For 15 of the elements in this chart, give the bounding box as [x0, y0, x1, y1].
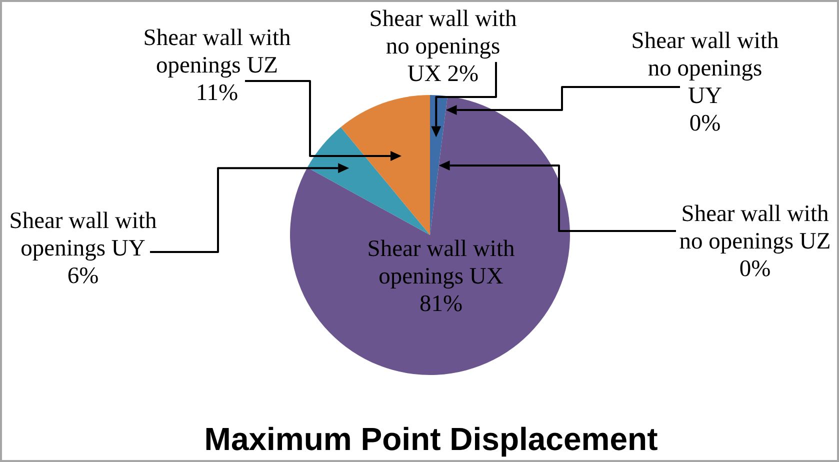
slice-label: Shear wall with openings UY: [9, 208, 157, 262]
pie-slice: [340, 95, 430, 235]
category-label: Shear wall with no openings UY: [631, 28, 779, 109]
slice-label: Shear wall with openings UZ: [143, 25, 291, 78]
pie-slice: [290, 96, 570, 375]
data-label: 81%: [419, 291, 463, 317]
data-label: 11%: [196, 80, 238, 106]
data-label: 6%: [67, 263, 99, 289]
slice-label: Shear wall with no openings UX 2%: [369, 6, 517, 87]
text: Maximum Point Displacement: [204, 421, 658, 457]
text: 0%: [739, 256, 771, 282]
text: 0%: [689, 110, 721, 136]
category-label: Shear wall with no openings UZ: [679, 201, 831, 254]
slice-label: Shear wall with openings UX: [367, 236, 515, 290]
pie-slice: [307, 127, 430, 235]
